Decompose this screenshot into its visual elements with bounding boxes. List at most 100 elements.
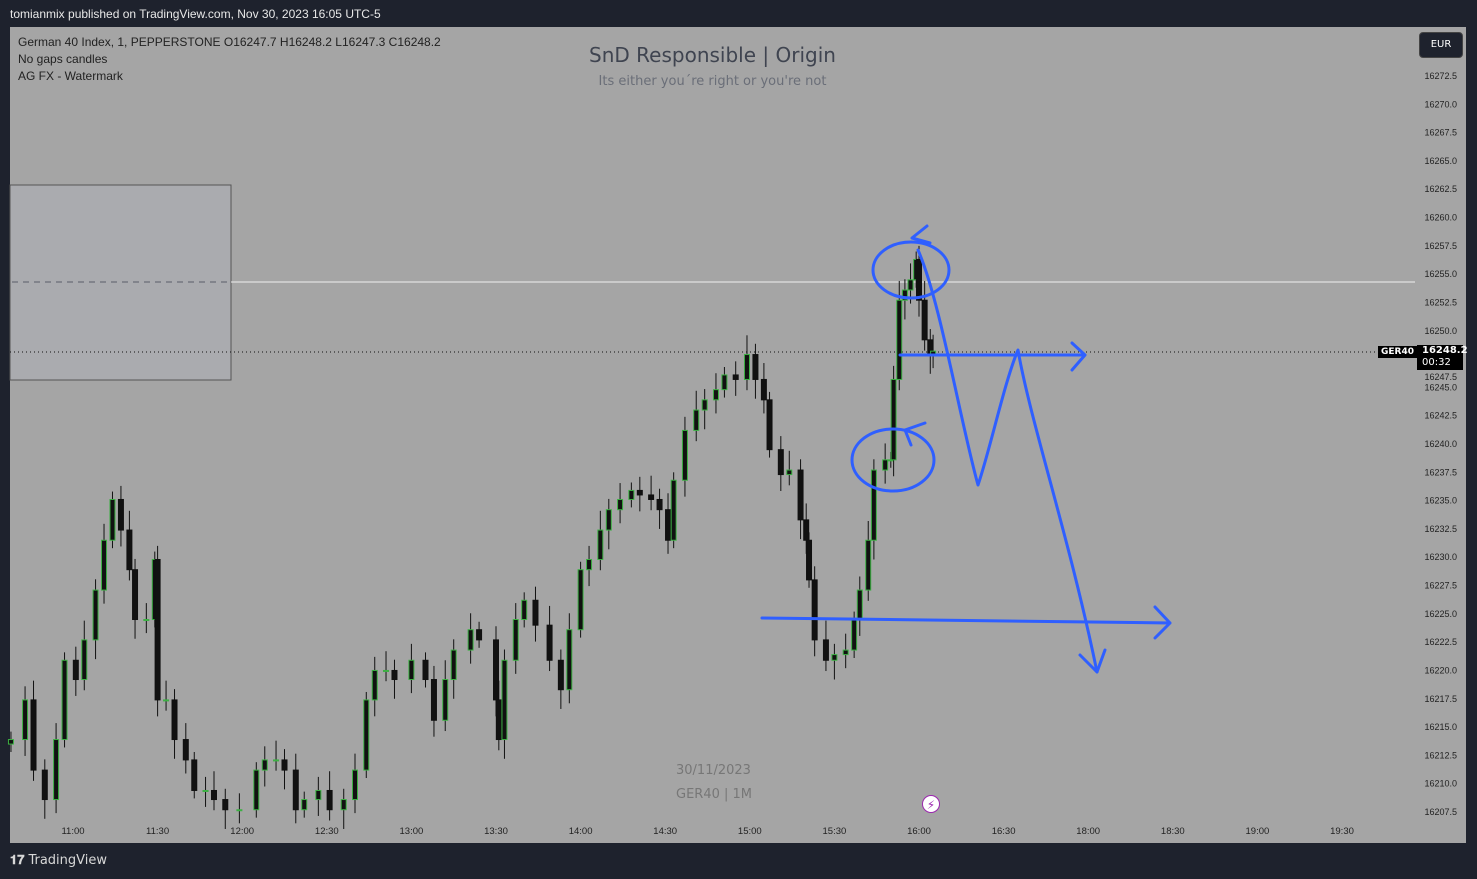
tradingview-logo[interactable]: 𝟏𝟕 TradingView: [10, 853, 107, 868]
candle: [253, 762, 260, 818]
candle: [521, 592, 528, 628]
candle-body: [732, 374, 739, 380]
time-tick-label: 13:30: [484, 826, 508, 837]
candle-body: [712, 389, 719, 401]
candle-body: [670, 479, 677, 541]
candle: [292, 753, 299, 824]
candle: [532, 586, 539, 642]
time-axis[interactable]: 11:00 11:30 12:00 12:30 13:00 13:30 14:00 14:30…: [61, 826, 1353, 837]
candle-body: [202, 789, 209, 792]
candle: [896, 280, 903, 391]
candle: [391, 659, 398, 699]
candle: [467, 613, 474, 664]
candle-body: [636, 489, 643, 496]
projection-path-drawing[interactable]: [916, 248, 1099, 674]
candle-body: [760, 378, 767, 401]
price-tick-label: 16272.5: [1424, 71, 1457, 81]
candle-body: [743, 354, 750, 380]
candle: [512, 603, 519, 674]
candle-body: [577, 569, 584, 631]
candle-body: [890, 378, 897, 461]
candle-body: [340, 799, 347, 811]
candle-body: [566, 629, 573, 691]
supply-zone-box[interactable]: [9, 184, 232, 381]
candle-body: [326, 789, 333, 811]
candle-body: [870, 469, 877, 541]
time-tick-label: 12:30: [315, 826, 339, 837]
candle-body: [408, 659, 415, 681]
candle: [501, 649, 508, 759]
candle-body: [301, 799, 308, 811]
candle-body: [222, 799, 229, 811]
candle: [61, 652, 68, 748]
candle-body: [656, 498, 663, 511]
candle-body: [292, 769, 299, 811]
candle-body: [693, 409, 700, 431]
candle-body: [261, 759, 268, 771]
projection-arrowhead[interactable]: [1078, 648, 1107, 674]
legend-indicator-1[interactable]: No gaps candles: [18, 52, 108, 66]
price-tick-label: 16267.5: [1424, 128, 1457, 138]
price-tick-label: 16235.0: [1424, 496, 1457, 506]
chart-pane[interactable]: [10, 27, 1466, 843]
demand-arrow-drawing[interactable]: [760, 605, 1172, 640]
legend-symbol-ohlc[interactable]: German 40 Index, 1, PEPPERSTONE O16247.7…: [18, 35, 441, 49]
candle: [41, 759, 48, 819]
price-tick-label: 16270.0: [1424, 99, 1457, 109]
candle-body: [617, 498, 624, 511]
top-circle-drawing[interactable]: [871, 240, 951, 300]
candle: [422, 652, 429, 688]
candle: [665, 493, 672, 554]
price-tick-label: 16220.0: [1424, 665, 1457, 675]
candle-body: [786, 469, 793, 476]
price-tick-label: 16232.5: [1424, 524, 1457, 534]
candle: [202, 776, 209, 807]
top-arrowhead-drawing[interactable]: [910, 224, 932, 245]
price-tick-label: 16245.0: [1424, 382, 1457, 392]
candle-body: [701, 399, 708, 411]
candle: [856, 576, 863, 636]
candle: [656, 488, 663, 529]
candle-body: [117, 498, 124, 531]
candle-body: [81, 639, 88, 681]
candle-body: [92, 589, 99, 641]
candle: [605, 498, 612, 550]
candle-body: [752, 354, 759, 380]
time-tick-label: 18:30: [1161, 826, 1185, 837]
price-tick-label: 16222.5: [1424, 637, 1457, 647]
candle-body: [171, 699, 178, 741]
price-tick-label: 16230.0: [1424, 552, 1457, 562]
legend-indicator-2[interactable]: AG FX - Watermark: [18, 69, 123, 83]
candle-body: [806, 539, 813, 581]
watermark-symbol: GER40 | 1M: [676, 787, 752, 802]
candle-body: [476, 629, 483, 641]
bottom-circle-drawing[interactable]: [850, 427, 936, 493]
currency-button[interactable]: EUR: [1419, 32, 1463, 58]
zone-rect[interactable]: [9, 184, 232, 381]
price-axis[interactable]: 16272.5 16270.0 16267.5 16265.0 16262.5 16260…: [1424, 71, 1457, 817]
candle: [383, 651, 390, 682]
candle-body: [586, 558, 593, 571]
candle: [143, 603, 150, 634]
bottom-arrowhead-drawing[interactable]: [903, 421, 927, 447]
lightning-event-icon[interactable]: ⚡: [922, 795, 940, 813]
candle-body: [281, 759, 288, 771]
level-arrow-drawing[interactable]: [898, 341, 1087, 372]
price-tick-label: 16210.0: [1424, 779, 1457, 789]
candle-body: [126, 529, 133, 571]
candle-body: [803, 519, 810, 541]
candle: [191, 751, 198, 799]
candle: [222, 788, 229, 829]
candle-body: [856, 589, 863, 621]
price-tick-label: 16217.5: [1424, 694, 1457, 704]
candle-body: [831, 654, 838, 661]
candle-body: [132, 569, 139, 621]
price-tick-label: 16250.0: [1424, 326, 1457, 336]
drawings[interactable]: [760, 224, 1172, 674]
price-tick-label: 16255.0: [1424, 269, 1457, 279]
candle-body: [648, 494, 655, 500]
price-tick-label: 16212.5: [1424, 750, 1457, 760]
candle-body: [557, 659, 564, 691]
time-tick-label: 15:00: [738, 826, 762, 837]
